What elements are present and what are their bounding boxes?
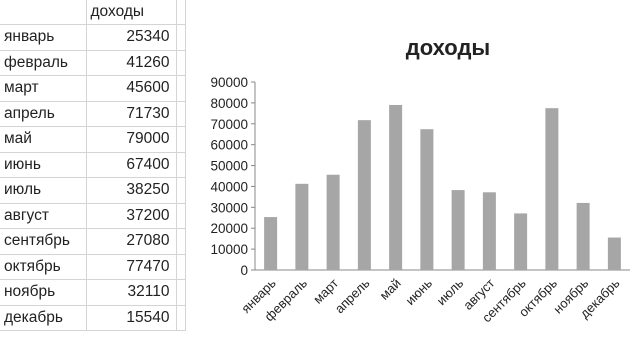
bar-3 bbox=[357, 120, 371, 270]
chart-title: доходы bbox=[406, 35, 490, 60]
y-tick-label: 10000 bbox=[210, 242, 248, 257]
bar-chart: доходы 0 10000 20000 30000 40000 50000 60000 70… bbox=[210, 35, 630, 325]
income-cell[interactable]: 71730 bbox=[86, 101, 177, 127]
income-cell[interactable]: 41260 bbox=[86, 50, 177, 76]
income-cell[interactable]: 25340 bbox=[86, 24, 177, 51]
month-cell[interactable]: октябрь bbox=[0, 254, 87, 280]
month-cell[interactable]: апрель bbox=[0, 101, 87, 127]
table-row: сентябрь 27080 bbox=[0, 228, 186, 255]
bar-0 bbox=[264, 217, 278, 270]
month-cell[interactable]: март bbox=[0, 75, 87, 102]
table-row: май 79000 bbox=[0, 126, 186, 153]
spreadsheet: доходы январь 25340 февраль 41260 март 45600 а… bbox=[0, 0, 186, 354]
month-cell[interactable]: февраль bbox=[0, 50, 87, 76]
income-cell[interactable]: 27080 bbox=[86, 228, 177, 255]
y-tick-label: 0 bbox=[240, 263, 248, 278]
y-tick-label: 20000 bbox=[210, 221, 248, 236]
header-cell-income[interactable]: доходы bbox=[86, 0, 177, 25]
bar-9 bbox=[545, 108, 559, 271]
month-cell[interactable]: сентябрь bbox=[0, 228, 87, 255]
table-row: февраль 41260 bbox=[0, 50, 186, 76]
table-row: июль 38250 bbox=[0, 177, 186, 204]
blank-cell[interactable] bbox=[176, 126, 186, 153]
blank-cell[interactable] bbox=[176, 254, 186, 280]
month-cell[interactable]: январь bbox=[0, 24, 87, 51]
table-row: август 37200 bbox=[0, 203, 186, 229]
blank-cell[interactable] bbox=[176, 177, 186, 204]
bar-11 bbox=[607, 237, 621, 270]
blank-cell[interactable] bbox=[176, 203, 186, 229]
bar-6 bbox=[451, 190, 465, 270]
month-cell[interactable]: июль bbox=[0, 177, 87, 204]
table-row: апрель 71730 bbox=[0, 101, 186, 127]
y-tick-label: 40000 bbox=[210, 179, 248, 194]
y-tick-label: 30000 bbox=[210, 200, 248, 215]
income-cell[interactable]: 32110 bbox=[86, 279, 177, 306]
income-cell[interactable]: 79000 bbox=[86, 126, 177, 153]
header-cell-blank[interactable] bbox=[176, 0, 186, 25]
bar-1 bbox=[295, 183, 309, 270]
header-cell-month[interactable] bbox=[0, 0, 87, 25]
income-cell[interactable]: 45600 bbox=[86, 75, 177, 102]
table-row: январь 25340 bbox=[0, 24, 186, 51]
income-chart: доходы 0 10000 20000 30000 40000 50000 60000 70… bbox=[188, 0, 636, 354]
y-tick-label: 70000 bbox=[210, 117, 248, 132]
bar-2 bbox=[326, 174, 340, 270]
blank-cell[interactable] bbox=[176, 24, 186, 51]
income-cell[interactable]: 15540 bbox=[86, 305, 177, 331]
y-tick-label: 90000 bbox=[210, 75, 248, 90]
income-cell[interactable]: 77470 bbox=[86, 254, 177, 280]
data-table: доходы январь 25340 февраль 41260 март 45600 а… bbox=[0, 0, 186, 331]
x-tick-label: апрель bbox=[332, 275, 373, 316]
month-cell[interactable]: май bbox=[0, 126, 87, 153]
month-cell[interactable]: ноябрь bbox=[0, 279, 87, 306]
income-cell[interactable]: 37200 bbox=[86, 203, 177, 229]
table-row: ноябрь 32110 bbox=[0, 279, 186, 306]
y-tick-label: 80000 bbox=[210, 96, 248, 111]
blank-cell[interactable] bbox=[176, 101, 186, 127]
table-row: декабрь 15540 bbox=[0, 305, 186, 331]
blank-cell[interactable] bbox=[176, 75, 186, 102]
blank-cell[interactable] bbox=[176, 228, 186, 255]
y-axis: 0 10000 20000 30000 40000 50000 60000 70000 8000… bbox=[210, 75, 256, 278]
x-tick-label: май bbox=[377, 276, 404, 303]
table-row: июнь 67400 bbox=[0, 152, 186, 178]
blank-cell[interactable] bbox=[176, 50, 186, 76]
bar-4 bbox=[389, 104, 403, 270]
bar-8 bbox=[514, 213, 528, 270]
blank-cell[interactable] bbox=[176, 152, 186, 178]
blank-cell[interactable] bbox=[176, 305, 186, 331]
y-tick-label: 60000 bbox=[210, 138, 248, 153]
bar-7 bbox=[482, 192, 496, 270]
table-header-row: доходы bbox=[0, 0, 186, 25]
month-cell[interactable]: декабрь bbox=[0, 305, 87, 331]
month-cell[interactable]: август bbox=[0, 203, 87, 229]
blank-cell[interactable] bbox=[176, 279, 186, 306]
y-tick-label: 50000 bbox=[210, 159, 248, 174]
table-row: октябрь 77470 bbox=[0, 254, 186, 280]
month-cell[interactable]: июнь bbox=[0, 152, 87, 178]
bars bbox=[264, 104, 621, 271]
income-cell[interactable]: 38250 bbox=[86, 177, 177, 204]
bar-10 bbox=[576, 202, 590, 270]
bar-5 bbox=[420, 129, 434, 270]
income-cell[interactable]: 67400 bbox=[86, 152, 177, 178]
table-row: март 45600 bbox=[0, 75, 186, 102]
x-tick-label: июнь bbox=[402, 275, 435, 308]
